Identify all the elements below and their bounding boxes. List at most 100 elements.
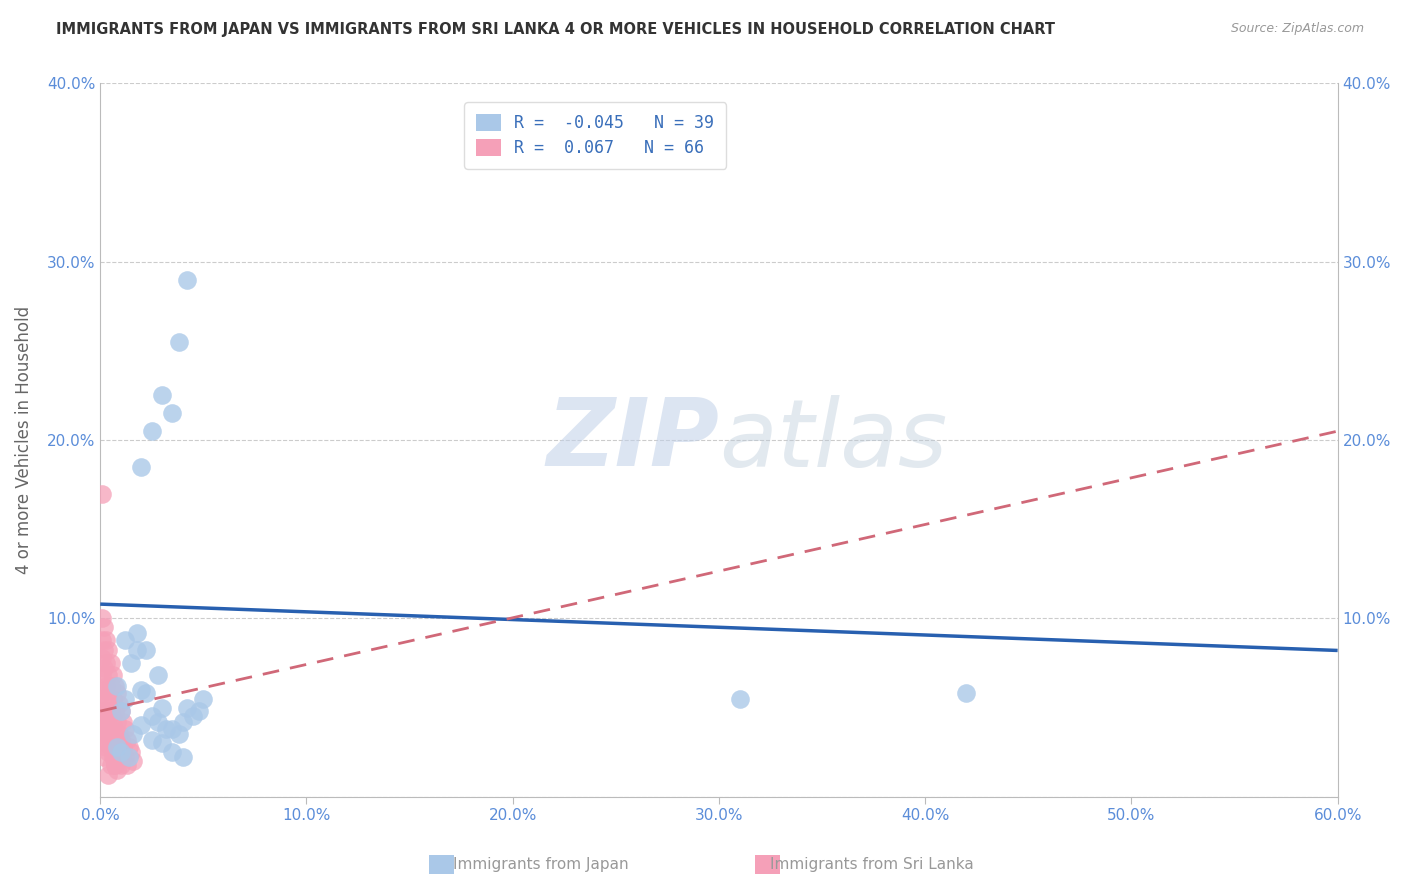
Point — [108, 727, 131, 741]
Point — [104, 732, 127, 747]
Point — [97, 668, 120, 682]
Point — [135, 643, 157, 657]
Point — [100, 656, 122, 670]
Point — [146, 714, 169, 729]
Point — [96, 714, 118, 729]
Point — [93, 643, 115, 657]
Legend: R =  -0.045   N = 39, R =  0.067   N = 66: R = -0.045 N = 39, R = 0.067 N = 66 — [464, 103, 725, 169]
Point — [93, 682, 115, 697]
Point — [97, 718, 120, 732]
Point — [97, 745, 120, 759]
Point — [141, 732, 163, 747]
Point — [111, 739, 134, 754]
Point — [100, 679, 122, 693]
Point — [176, 272, 198, 286]
Point — [93, 704, 115, 718]
Point — [172, 750, 194, 764]
Point — [127, 625, 149, 640]
Point — [115, 757, 138, 772]
Point — [115, 732, 138, 747]
Point — [104, 704, 127, 718]
Point — [131, 718, 153, 732]
Point — [114, 691, 136, 706]
Point — [93, 620, 115, 634]
Point — [150, 700, 173, 714]
Point — [100, 732, 122, 747]
Point — [110, 732, 132, 747]
Point — [101, 691, 124, 706]
Point — [96, 656, 118, 670]
Point — [146, 668, 169, 682]
Point — [728, 691, 751, 706]
Y-axis label: 4 or more Vehicles in Household: 4 or more Vehicles in Household — [15, 306, 32, 574]
Point — [114, 632, 136, 647]
Point — [141, 709, 163, 723]
Point — [97, 768, 120, 782]
Point — [110, 704, 132, 718]
Point — [176, 700, 198, 714]
Point — [105, 679, 128, 693]
Point — [91, 632, 114, 647]
Point — [120, 745, 142, 759]
Text: ZIP: ZIP — [546, 394, 718, 486]
Point — [150, 388, 173, 402]
Point — [105, 745, 128, 759]
Point — [104, 679, 127, 693]
Point — [110, 745, 132, 759]
Point — [122, 727, 145, 741]
Point — [108, 697, 131, 711]
Point — [93, 732, 115, 747]
Point — [97, 691, 120, 706]
Point — [162, 406, 184, 420]
Point — [91, 722, 114, 736]
Point — [110, 704, 132, 718]
Point — [118, 750, 141, 764]
Point — [162, 722, 184, 736]
Point — [100, 704, 122, 718]
Point — [93, 750, 115, 764]
Point — [141, 424, 163, 438]
Text: Immigrants from Sri Lanka: Immigrants from Sri Lanka — [770, 857, 973, 872]
Point — [91, 714, 114, 729]
Point — [181, 709, 204, 723]
Point — [91, 611, 114, 625]
Point — [162, 745, 184, 759]
Point — [97, 727, 120, 741]
Point — [100, 757, 122, 772]
Point — [105, 686, 128, 700]
Point — [100, 739, 122, 754]
Point — [105, 739, 128, 754]
Point — [101, 745, 124, 759]
Point — [93, 704, 115, 718]
Point — [111, 714, 134, 729]
Point — [97, 643, 120, 657]
Point — [118, 739, 141, 754]
Point — [93, 727, 115, 741]
Point — [96, 736, 118, 750]
Point — [127, 643, 149, 657]
Point — [188, 704, 211, 718]
Text: atlas: atlas — [718, 394, 948, 485]
Point — [96, 632, 118, 647]
Point — [104, 757, 127, 772]
Text: IMMIGRANTS FROM JAPAN VS IMMIGRANTS FROM SRI LANKA 4 OR MORE VEHICLES IN HOUSEHO: IMMIGRANTS FROM JAPAN VS IMMIGRANTS FROM… — [56, 22, 1056, 37]
Text: Source: ZipAtlas.com: Source: ZipAtlas.com — [1230, 22, 1364, 36]
Point — [93, 661, 115, 675]
Point — [110, 757, 132, 772]
Point — [91, 686, 114, 700]
Point — [96, 739, 118, 754]
Point — [96, 679, 118, 693]
Point — [167, 727, 190, 741]
Point — [91, 486, 114, 500]
Point — [101, 750, 124, 764]
Point — [172, 714, 194, 729]
Point — [91, 668, 114, 682]
Point — [131, 682, 153, 697]
Point — [114, 722, 136, 736]
Point — [167, 334, 190, 349]
Point — [135, 686, 157, 700]
Point — [101, 718, 124, 732]
Point — [114, 750, 136, 764]
Point — [96, 704, 118, 718]
Point — [101, 668, 124, 682]
